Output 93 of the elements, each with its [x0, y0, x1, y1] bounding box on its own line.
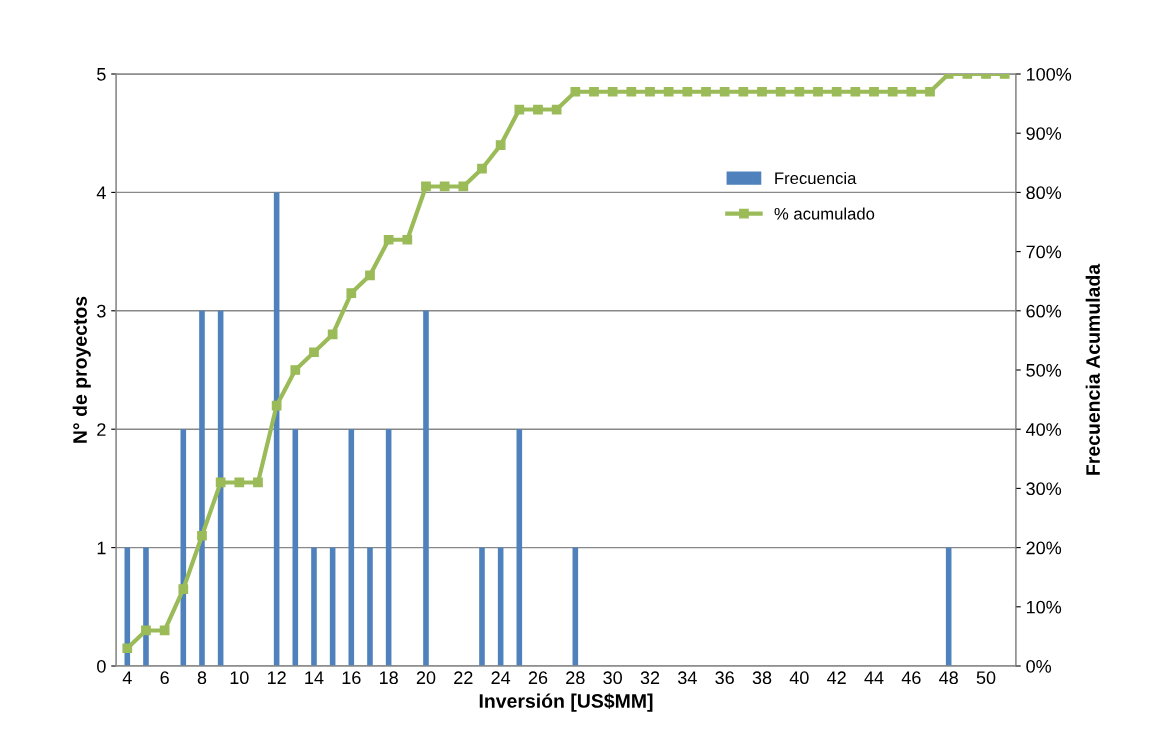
- x-tick-label: 30: [603, 671, 622, 685]
- point: [757, 86, 767, 97]
- point: [197, 530, 207, 541]
- bar: [479, 547, 485, 666]
- point: [421, 181, 431, 192]
- x-tick-label: 14: [305, 671, 324, 684]
- y-axis-title: N° de proyectos: [72, 296, 91, 443]
- y-tick-label: 1: [97, 541, 106, 555]
- point: [570, 86, 581, 97]
- point: [794, 86, 805, 97]
- x-tick-label: 44: [864, 671, 884, 684]
- y2-tick-label: 60%: [1026, 304, 1062, 318]
- x-axis-title: Inversión [US$MM]: [479, 693, 653, 712]
- point: [831, 86, 842, 97]
- x-tick-label: 50: [976, 671, 996, 685]
- point: [551, 104, 562, 115]
- x-tick-label: 8: [197, 671, 207, 685]
- y-tick-label: 2: [97, 423, 106, 436]
- point: [477, 163, 487, 174]
- point: [458, 181, 469, 192]
- point: [439, 181, 450, 192]
- point: [346, 288, 357, 298]
- point: [589, 86, 599, 97]
- point: [290, 365, 301, 375]
- x-tick-label: 40: [789, 671, 809, 685]
- y2-tick-label: 10%: [1026, 600, 1062, 614]
- x-tick-label: 18: [379, 671, 398, 685]
- x-tick-label: 38: [752, 671, 772, 685]
- x-tick-label: 12: [267, 671, 286, 684]
- point: [701, 86, 711, 97]
- point: [906, 86, 917, 97]
- point: [383, 234, 394, 245]
- point: [645, 86, 655, 97]
- y2-tick-label: 100%: [1026, 67, 1072, 81]
- point: [234, 477, 245, 488]
- y2-tick-label: 90%: [1026, 127, 1062, 140]
- x-tick-label: 20: [416, 671, 436, 685]
- point: [514, 104, 525, 115]
- point: [533, 104, 543, 115]
- x-tick-label: 32: [640, 671, 660, 685]
- x-tick-label: 4: [122, 671, 132, 684]
- point: [869, 86, 879, 97]
- y-tick-label: 5: [97, 68, 106, 81]
- point: [309, 347, 319, 358]
- point: [663, 86, 674, 97]
- point: [271, 400, 282, 411]
- bar: [367, 547, 373, 666]
- y2-tick-label: 40%: [1026, 423, 1062, 436]
- x-tick-label: 10: [230, 671, 249, 685]
- point: [813, 86, 823, 97]
- legend-label: Frecuencia: [775, 171, 857, 185]
- point: [122, 643, 133, 654]
- x-tick-label: 24: [491, 671, 511, 684]
- point: [775, 86, 786, 97]
- point: [682, 86, 693, 97]
- x-tick-label: 42: [827, 671, 846, 684]
- point: [626, 86, 637, 97]
- y-tick-label: 0: [97, 659, 106, 673]
- point: [402, 234, 413, 245]
- point: [850, 86, 861, 97]
- bar: [199, 310, 205, 666]
- x-tick-label: 46: [901, 671, 921, 685]
- point: [327, 329, 338, 340]
- y-tick-label: 4: [96, 186, 106, 199]
- x-tick-label: 28: [566, 671, 585, 685]
- point: [719, 86, 730, 97]
- x-tick-label: 6: [160, 671, 169, 685]
- y2-tick-label: 80%: [1026, 186, 1062, 200]
- point: [738, 86, 749, 97]
- y2-tick-label: 20%: [1026, 541, 1062, 555]
- y2-tick-label: 0%: [1026, 659, 1052, 673]
- point: [141, 625, 151, 636]
- point: [887, 86, 898, 97]
- y2-axis-title: Frecuencia Acumulada: [1085, 263, 1100, 475]
- y2-tick-label: 70%: [1026, 245, 1062, 259]
- y2-tick-label: 30%: [1026, 482, 1062, 496]
- x-tick-label: 26: [528, 671, 548, 685]
- point: [253, 477, 263, 488]
- point: [495, 140, 506, 150]
- y-tick-label: 3: [97, 304, 106, 318]
- point: [925, 86, 935, 97]
- point: [178, 584, 189, 594]
- x-tick-label: 34: [677, 671, 697, 685]
- point: [365, 270, 375, 281]
- legend-label: % acumulado: [774, 207, 875, 220]
- point: [607, 86, 618, 97]
- x-tick-label: 48: [939, 671, 958, 685]
- y2-tick-label: 50%: [1026, 363, 1062, 377]
- x-tick-label: 16: [342, 671, 361, 685]
- x-tick-label: 36: [715, 671, 734, 685]
- bar: [423, 310, 429, 666]
- x-tick-label: 22: [454, 671, 473, 684]
- bar: [311, 547, 317, 666]
